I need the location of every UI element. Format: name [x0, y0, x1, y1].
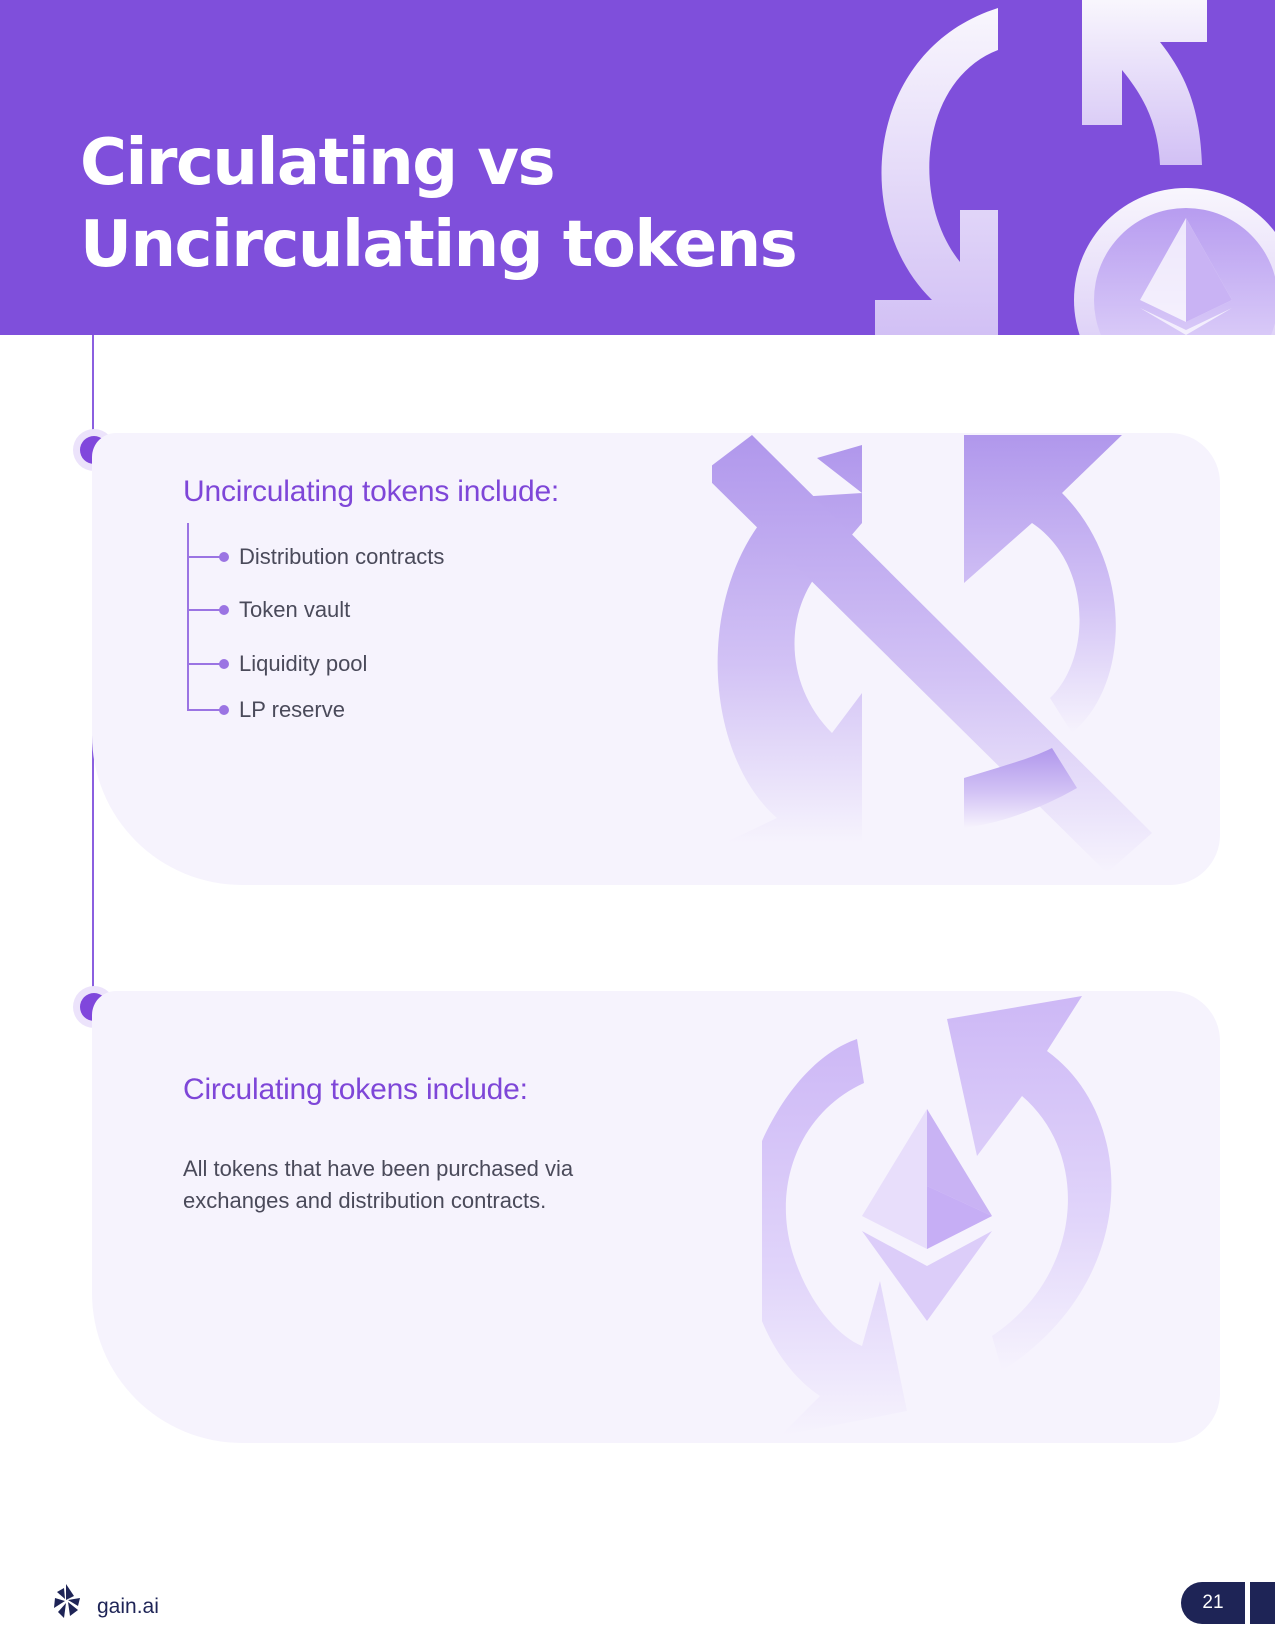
refresh-ethereum-icon: [762, 996, 1112, 1436]
no-refresh-icon: [712, 435, 1152, 873]
page-header: Circulating vs Uncirculating tokens: [0, 0, 1275, 335]
footer-brand: gain.ai: [97, 1595, 159, 1618]
page-number: 21: [1181, 1582, 1245, 1624]
circulating-description: All tokens that have been purchased via …: [183, 1156, 574, 1213]
page-edge-tab: [1250, 1582, 1275, 1624]
page-title: Circulating vs Uncirculating tokens: [80, 122, 798, 286]
circulating-card: Circulating tokens include: All tokens t…: [92, 991, 1220, 1443]
refresh-ethereum-icon: [875, 0, 1275, 335]
list-item-label: Token vault: [239, 597, 351, 622]
bullet-icon: [219, 605, 229, 615]
page-title-line-1: Circulating vs: [80, 126, 556, 200]
list-item-label: LP reserve: [239, 697, 345, 722]
list-branch: [187, 663, 223, 665]
list-connector-line: [187, 523, 189, 709]
uncirculating-card: Uncirculating tokens include: Distributi…: [92, 433, 1220, 885]
list-branch: [187, 709, 223, 711]
gain-ai-logo-icon: [54, 1584, 80, 1618]
list-branch: [187, 609, 223, 611]
bullet-icon: [219, 659, 229, 669]
circulating-heading: Circulating tokens include:: [183, 1073, 528, 1106]
list-item-label: Liquidity pool: [239, 651, 368, 676]
page-title-line-2: Uncirculating tokens: [80, 208, 798, 282]
list-item-label: Distribution contracts: [239, 544, 445, 569]
bullet-icon: [219, 705, 229, 715]
uncirculating-heading: Uncirculating tokens include:: [183, 475, 560, 508]
bullet-icon: [219, 552, 229, 562]
list-branch: [187, 556, 223, 558]
